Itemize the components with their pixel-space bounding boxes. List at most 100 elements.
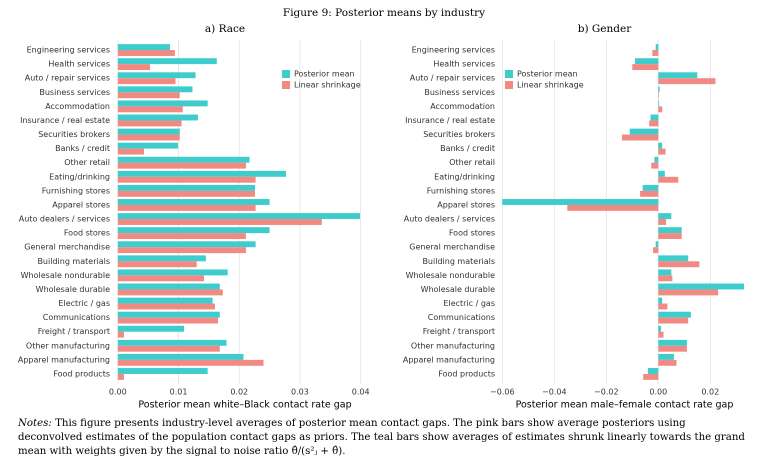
bar [117, 275, 205, 282]
y-tick-label: Communications [43, 313, 110, 322]
x-axis-title: Posterior mean male–female contact rate … [516, 400, 734, 411]
y-tick-label: Building materials [422, 257, 495, 266]
y-tick-label: Apparel manufacturing [403, 355, 495, 364]
y-tick-label: Auto dealers / services [404, 215, 495, 224]
bar [117, 184, 256, 191]
bar [117, 128, 180, 135]
bar [117, 120, 182, 127]
x-tick-label: −0.02 [594, 388, 619, 397]
y-tick-label: Building materials [37, 257, 110, 266]
bar [117, 325, 184, 332]
y-tick-label: Furnishing stores [427, 186, 495, 195]
y-tick-label: Business services [39, 88, 110, 97]
y-tick-label: Food stores [64, 229, 110, 238]
y-tick-label: Business services [424, 88, 495, 97]
bar [658, 345, 687, 352]
bar [117, 283, 220, 290]
bar [658, 297, 663, 304]
bar [658, 78, 716, 85]
bar [117, 162, 246, 169]
bar [658, 92, 659, 99]
bar [642, 184, 659, 191]
bar [117, 134, 180, 141]
bar [117, 353, 244, 360]
bar [117, 233, 246, 240]
y-tick-label: Accommodation [430, 102, 495, 111]
figure-title: Figure 9: Posterior means by industry [283, 7, 485, 19]
bar [652, 50, 659, 56]
bar [658, 219, 667, 225]
bar [658, 72, 698, 79]
y-tick-label: Insurance / real estate [20, 116, 110, 125]
y-tick-label: Freight / transport [38, 327, 110, 336]
y-tick-label: Eating/drinking [434, 172, 495, 181]
bar [658, 275, 673, 282]
x-tick-label: 0.04 [352, 388, 370, 397]
bar [117, 297, 213, 304]
x-tick-label: 0.03 [291, 388, 309, 397]
y-tick-label: Electric / gas [443, 299, 495, 308]
bar [658, 311, 691, 318]
x-tick-label: 0.00 [649, 388, 667, 397]
bar [632, 64, 659, 71]
bar [621, 134, 659, 141]
x-tick-label: 0.01 [170, 388, 188, 397]
bar [654, 156, 659, 163]
bar [658, 176, 679, 183]
y-tick-label: Food stores [449, 229, 495, 238]
panel-title: b) Gender [578, 23, 632, 35]
y-tick-label: Apparel stores [437, 200, 495, 209]
bar [117, 261, 197, 268]
bar [117, 213, 361, 220]
bar [658, 170, 665, 177]
x-tick-label: −0.04 [542, 388, 567, 397]
bar [117, 317, 218, 324]
notes-text: This figure presents industry-level aver… [18, 418, 745, 457]
bar [658, 289, 719, 296]
bar [658, 283, 745, 290]
bar [650, 114, 659, 121]
bar [658, 269, 672, 276]
y-tick-label: Apparel manufacturing [18, 355, 110, 364]
bar [658, 317, 689, 324]
bar [117, 148, 144, 155]
legend-label: Posterior mean [294, 70, 355, 79]
bar [117, 339, 227, 346]
notes-label: Notes: [18, 418, 52, 429]
bar [643, 373, 659, 380]
bar [567, 204, 659, 211]
bar [117, 114, 198, 121]
y-tick-label: Securities brokers [38, 130, 110, 139]
bar [647, 368, 659, 374]
y-tick-label: Other retail [449, 158, 495, 167]
y-tick-label: Eating/drinking [49, 172, 110, 181]
bar [117, 204, 256, 211]
bar [658, 106, 663, 113]
x-tick-label: 0.02 [230, 388, 248, 397]
bar [640, 190, 659, 197]
bar [651, 162, 659, 169]
bar [117, 170, 286, 177]
bar [649, 120, 659, 127]
bar [502, 199, 659, 205]
bar [117, 247, 246, 254]
bar [117, 44, 171, 51]
legend-swatch [505, 81, 513, 89]
y-tick-label: Apparel stores [52, 200, 110, 209]
bar [117, 331, 124, 338]
y-tick-label: Wholesale nondurable [406, 271, 495, 280]
legend-swatch [282, 70, 290, 78]
bar [117, 373, 124, 380]
bar [117, 176, 256, 183]
bar [117, 219, 322, 225]
y-tick-label: Securities brokers [423, 130, 495, 139]
bar [658, 359, 677, 366]
bar [117, 227, 270, 234]
bar [117, 345, 220, 352]
bar [117, 199, 270, 205]
bar [658, 233, 682, 240]
bar [117, 368, 208, 374]
legend-label: Linear shrinkage [294, 81, 361, 90]
y-tick-label: General merchandise [409, 243, 495, 252]
